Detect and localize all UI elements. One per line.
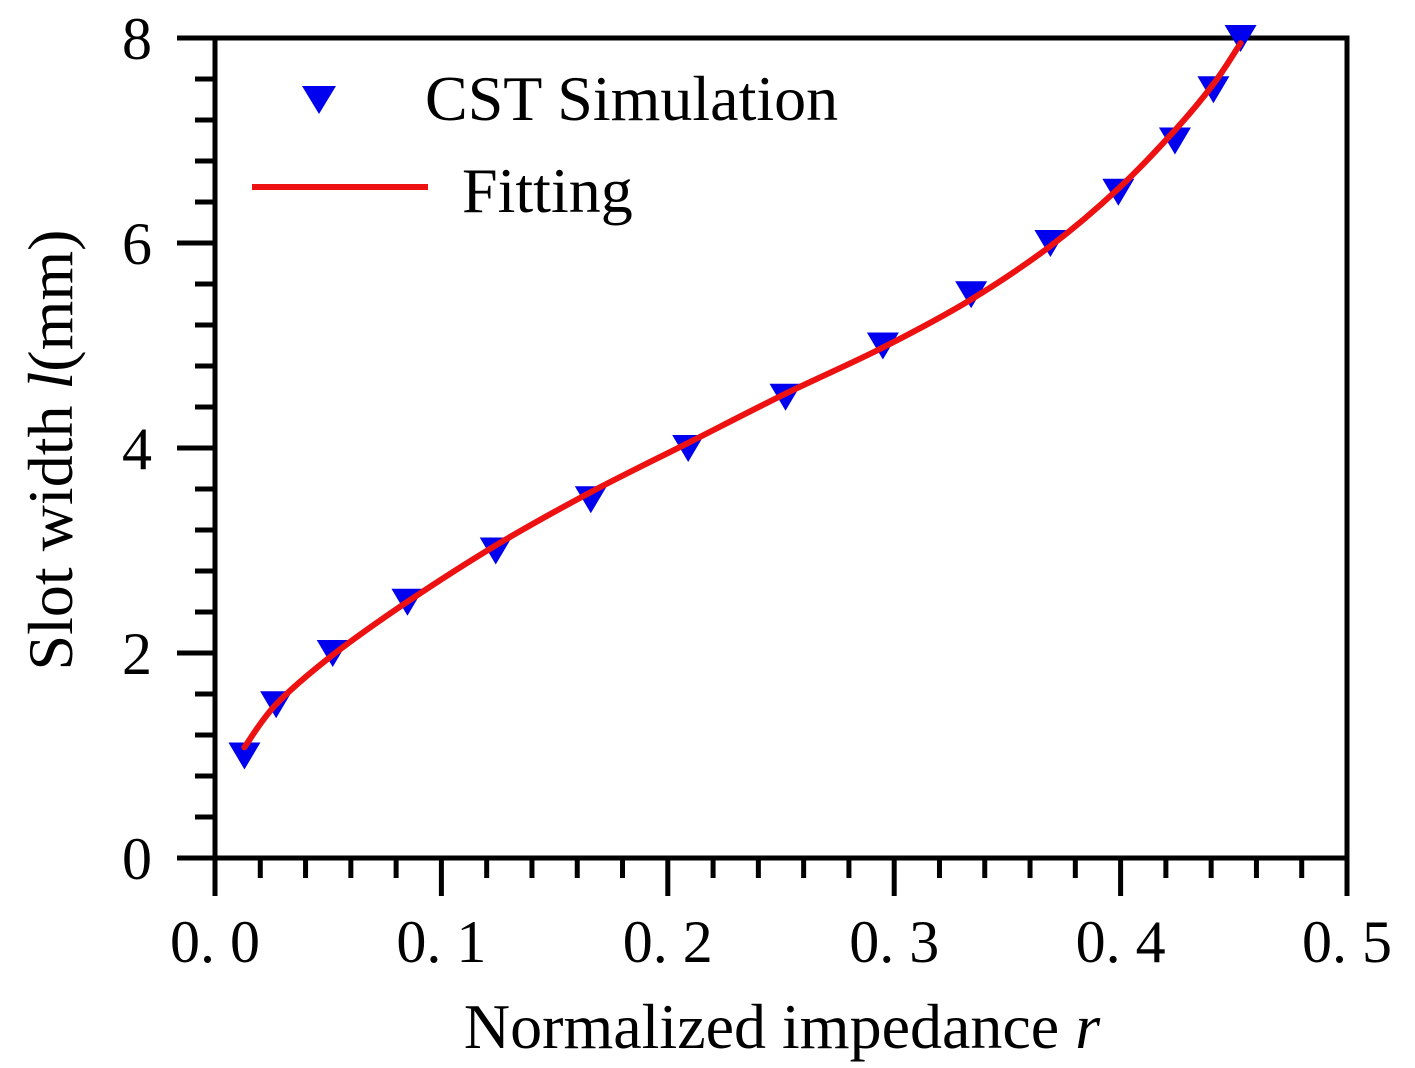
x-axis-title: Normalized impedance r — [464, 991, 1101, 1062]
axis-ticks — [177, 35, 1350, 896]
cst-simulation-point — [479, 537, 512, 565]
x-tick-label: 0. 1 — [396, 909, 486, 975]
x-axis-title-var: r — [1075, 991, 1101, 1062]
cst-simulation-point — [1224, 25, 1257, 52]
y-tick-label: 6 — [122, 211, 152, 277]
y-axis-title-prefix: Slot width — [15, 390, 86, 671]
series-layer — [228, 25, 1257, 770]
cst-simulation-point — [1197, 76, 1230, 104]
legend-label-fitting: Fitting — [462, 155, 633, 226]
x-axis-title-text: Normalized impedance — [464, 991, 1059, 1062]
x-tick-label: 0. 2 — [623, 909, 713, 975]
x-tick-label: 0. 5 — [1302, 909, 1392, 975]
y-tick-label: 0 — [122, 826, 152, 892]
fitting-line — [241, 40, 1244, 751]
legend-label-cst-simulation: CST Simulation — [425, 63, 838, 134]
x-tick-labels: 0. 0 0. 1 0. 2 0. 3 0. 4 0. 5 — [170, 909, 1392, 975]
x-tick-label: 0. 4 — [1076, 909, 1166, 975]
y-axis-title-suffix: (mm) — [15, 230, 86, 372]
x-tick-label: 0. 0 — [170, 909, 260, 975]
y-axis-title-var: l — [15, 372, 86, 390]
x-tick-label: 0. 3 — [849, 909, 939, 975]
cst-simulation-point — [1158, 127, 1191, 155]
cst-simulation-point — [955, 281, 988, 309]
y-tick-labels: 0 2 4 6 8 — [122, 6, 152, 892]
legend-marker-cst-simulation — [302, 86, 336, 114]
y-tick-label: 2 — [122, 621, 152, 687]
y-axis-title: Slot width l(mm) — [15, 230, 86, 671]
y-tick-label: 4 — [122, 416, 152, 482]
plot-area — [212, 35, 1350, 861]
plot-frame — [212, 35, 1350, 861]
cst-simulation-point — [228, 742, 261, 770]
y-tick-label: 8 — [122, 6, 152, 72]
legend: CST Simulation Fitting — [252, 63, 838, 226]
